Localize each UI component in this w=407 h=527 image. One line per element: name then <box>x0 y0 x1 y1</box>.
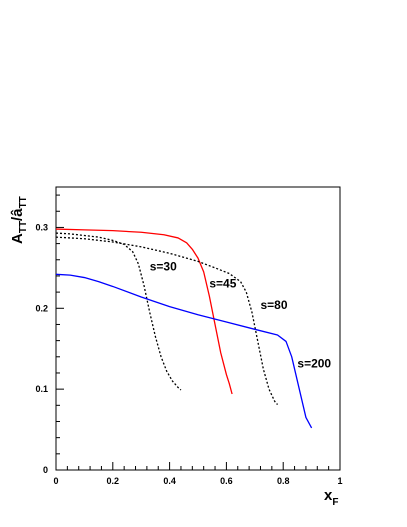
x-tick-label: 1 <box>337 476 342 486</box>
y-axis-title: ATT/âTT <box>9 196 29 244</box>
x-tick-label: 0.2 <box>107 476 120 486</box>
y-axis-title-sub: TT <box>18 221 29 233</box>
plot-frame <box>55 186 341 471</box>
series-label-s-80: s=80 <box>260 298 287 312</box>
series-line-s-200 <box>55 273 313 429</box>
series-label-s-200: s=200 <box>297 356 331 370</box>
y-tick-label: 0.1 <box>35 384 48 394</box>
series-line-s-30 <box>55 232 182 391</box>
x-tick-label: 0.4 <box>163 476 176 486</box>
series-line-s-80 <box>55 236 279 405</box>
y-axis-title-sub2: TT <box>18 196 29 208</box>
series-line-s-45 <box>55 228 233 395</box>
y-tick-label: 0 <box>43 465 48 475</box>
x-tick-label: 0.8 <box>277 476 290 486</box>
curves <box>55 228 313 429</box>
x-axis-title: xF <box>324 487 338 508</box>
x-tick-label: 0 <box>53 476 58 486</box>
curve-labels: s=30 s=45 s=80 s=200 <box>150 259 332 370</box>
y-axis-title-main2: â <box>9 208 26 217</box>
y-tick-label: 0.2 <box>35 303 48 313</box>
series-label-s-45: s=45 <box>209 276 236 290</box>
y-axis-title-sep: / <box>9 216 26 221</box>
x-axis-title-main: x <box>324 487 333 504</box>
y-tick-label: 0.3 <box>35 222 48 232</box>
series-label-s-30: s=30 <box>150 259 177 273</box>
axis-ticks: 0 0.2 0.4 0.6 0.8 1 0 0.1 0.2 0.3 <box>35 194 343 486</box>
x-tick-label: 0.6 <box>220 476 233 486</box>
x-axis-title-sub: F <box>332 497 338 508</box>
y-axis-title-main: A <box>9 233 26 244</box>
